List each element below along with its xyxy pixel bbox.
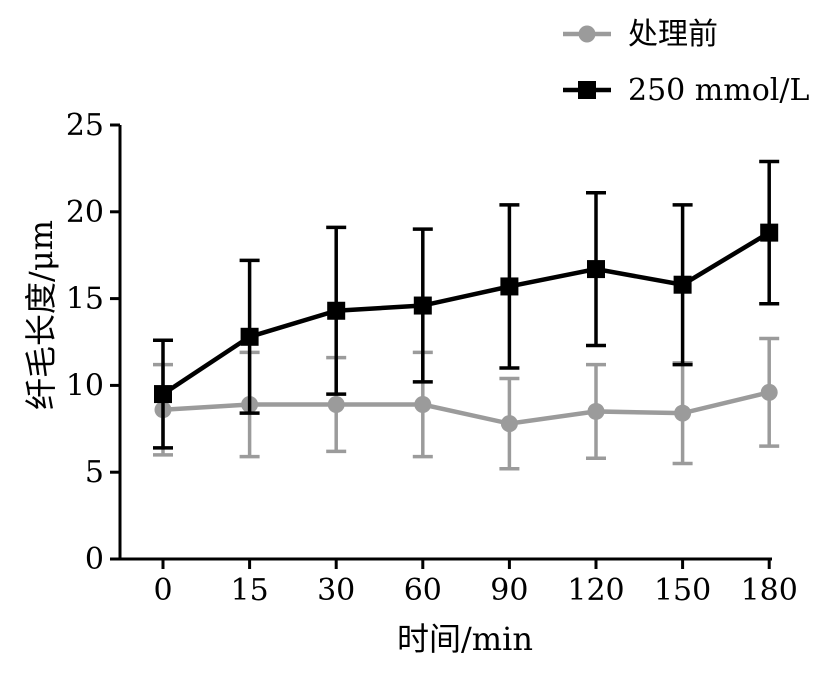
data-point bbox=[414, 395, 432, 413]
legend-marker bbox=[578, 81, 596, 99]
y-tick-label: 10 bbox=[66, 368, 104, 403]
x-axis-title: 时间/min bbox=[397, 620, 533, 658]
y-tick-label: 25 bbox=[66, 108, 104, 143]
legend-label: 250 mmol/L bbox=[628, 73, 809, 108]
y-tick-label: 5 bbox=[85, 455, 104, 490]
data-point bbox=[327, 395, 345, 413]
data-point bbox=[674, 404, 692, 422]
x-tick-label: 90 bbox=[490, 573, 528, 608]
ticks: 0 15 30 60 90 120 150 180 0 5 10 15 20 25 bbox=[66, 108, 798, 608]
data-point bbox=[587, 402, 605, 420]
data-point bbox=[587, 260, 605, 279]
x-tick-label: 30 bbox=[317, 573, 355, 608]
legend-label: 处理前 bbox=[628, 17, 718, 52]
data-point bbox=[154, 385, 172, 404]
data-point bbox=[760, 223, 779, 242]
legend: 处理前 250 mmol/L bbox=[563, 17, 809, 108]
y-axis-title: 纤毛长度/μm bbox=[22, 220, 60, 410]
x-tick-label: 0 bbox=[153, 573, 172, 608]
y-tick-label: 15 bbox=[66, 282, 104, 317]
data-point bbox=[500, 415, 518, 433]
data-point bbox=[327, 301, 346, 320]
legend-item: 250 mmol/L bbox=[563, 73, 809, 108]
axes bbox=[118, 125, 772, 561]
x-tick-label: 15 bbox=[231, 573, 269, 608]
series-treatment bbox=[153, 159, 780, 450]
series-layer bbox=[153, 159, 780, 471]
series-line bbox=[161, 230, 771, 396]
series-line bbox=[162, 390, 770, 426]
data-point bbox=[240, 327, 259, 346]
data-point bbox=[500, 277, 519, 296]
y-tick-label: 0 bbox=[85, 542, 104, 577]
series-control bbox=[153, 336, 780, 471]
x-tick-label: 60 bbox=[404, 573, 442, 608]
y-tick-label: 20 bbox=[66, 195, 104, 230]
data-point bbox=[413, 296, 432, 315]
legend-marker bbox=[578, 25, 596, 43]
x-tick-label: 120 bbox=[567, 573, 624, 608]
x-tick-label: 180 bbox=[741, 573, 798, 608]
x-tick-label: 150 bbox=[654, 573, 711, 608]
data-point bbox=[673, 275, 692, 294]
legend-item: 处理前 bbox=[563, 17, 718, 52]
data-point bbox=[760, 383, 778, 401]
